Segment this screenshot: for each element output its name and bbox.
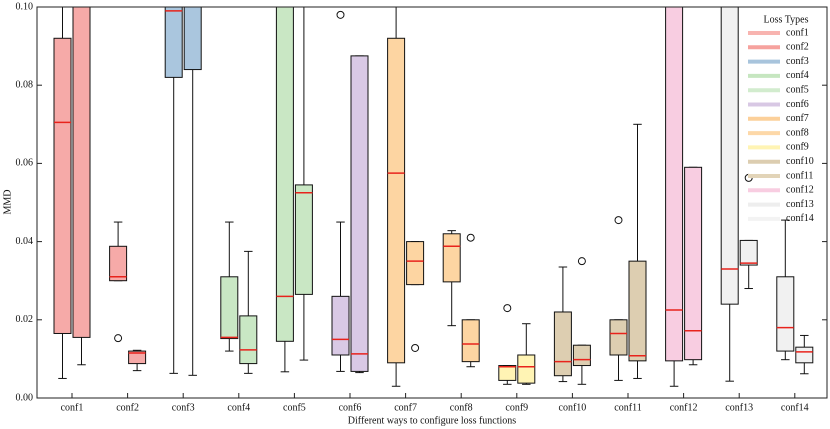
axes-frame — [36, 6, 828, 399]
x-tick-label: conf3 — [172, 402, 195, 413]
box — [609, 319, 628, 356]
legend-title: Loss Types — [764, 14, 809, 25]
box — [684, 166, 703, 361]
x-tick-label: conf11 — [614, 402, 641, 413]
flier — [577, 257, 586, 266]
y-tick-label: 0.04 — [16, 236, 34, 247]
flier — [336, 10, 345, 19]
legend-label: conf10 — [786, 156, 814, 167]
x-tick-label: conf9 — [505, 402, 528, 413]
box — [572, 344, 591, 367]
box — [442, 233, 461, 283]
box — [72, 7, 91, 338]
box — [53, 37, 72, 334]
box — [109, 245, 128, 282]
box — [665, 7, 684, 362]
box — [275, 7, 294, 342]
box — [720, 7, 739, 305]
legend-label: conf2 — [786, 42, 809, 53]
legend-label: conf12 — [786, 185, 814, 196]
box — [628, 260, 647, 362]
x-tick-label: conf8 — [450, 402, 473, 413]
box — [350, 55, 369, 372]
y-axis-label: MMD — [2, 189, 13, 214]
box — [183, 7, 202, 71]
x-tick-label: conf4 — [227, 402, 250, 413]
y-tick-label: 0.08 — [16, 79, 34, 90]
x-tick-label: conf12 — [670, 402, 698, 413]
y-tick-label: 0.06 — [16, 158, 34, 169]
flier — [503, 304, 512, 313]
flier — [614, 216, 623, 225]
flier — [466, 233, 475, 242]
y-tick-label: 0.02 — [16, 314, 34, 325]
box — [128, 350, 147, 365]
box — [795, 346, 814, 364]
flier — [114, 334, 123, 343]
x-tick-label: conf10 — [559, 402, 587, 413]
box — [776, 276, 795, 352]
box — [239, 315, 258, 365]
legend-label: conf3 — [786, 56, 809, 67]
box — [498, 365, 517, 381]
x-tick-label: conf13 — [725, 402, 753, 413]
legend-label: conf8 — [786, 127, 809, 138]
box — [406, 241, 425, 286]
box — [387, 37, 406, 364]
box — [331, 295, 350, 356]
legend-label: conf11 — [786, 170, 813, 181]
box — [461, 319, 480, 363]
box — [220, 276, 239, 340]
x-axis-label: Different ways to configure loss functio… — [348, 415, 516, 426]
flier — [411, 343, 420, 352]
legend-label: conf13 — [786, 199, 814, 210]
box — [739, 239, 758, 266]
legend-label: conf4 — [786, 70, 809, 81]
x-tick-label: conf14 — [781, 402, 809, 413]
x-tick-label: conf6 — [339, 402, 362, 413]
y-tick-label: 0.10 — [16, 1, 34, 12]
box — [517, 354, 536, 384]
box — [553, 311, 572, 377]
legend-label: conf7 — [786, 113, 809, 124]
legend-label: conf6 — [786, 99, 809, 110]
legend-label: conf1 — [786, 27, 809, 38]
y-tick-label: 0.00 — [16, 392, 34, 403]
box — [294, 184, 313, 295]
legend-label: conf14 — [786, 213, 814, 224]
legend-label: conf9 — [786, 142, 809, 153]
legend-label: conf5 — [786, 84, 809, 95]
x-tick-label: conf1 — [61, 402, 84, 413]
x-tick-label: conf7 — [394, 402, 417, 413]
x-tick-label: conf2 — [116, 402, 139, 413]
plot-area — [53, 7, 814, 387]
box — [164, 7, 183, 78]
x-tick-label: conf5 — [283, 402, 306, 413]
